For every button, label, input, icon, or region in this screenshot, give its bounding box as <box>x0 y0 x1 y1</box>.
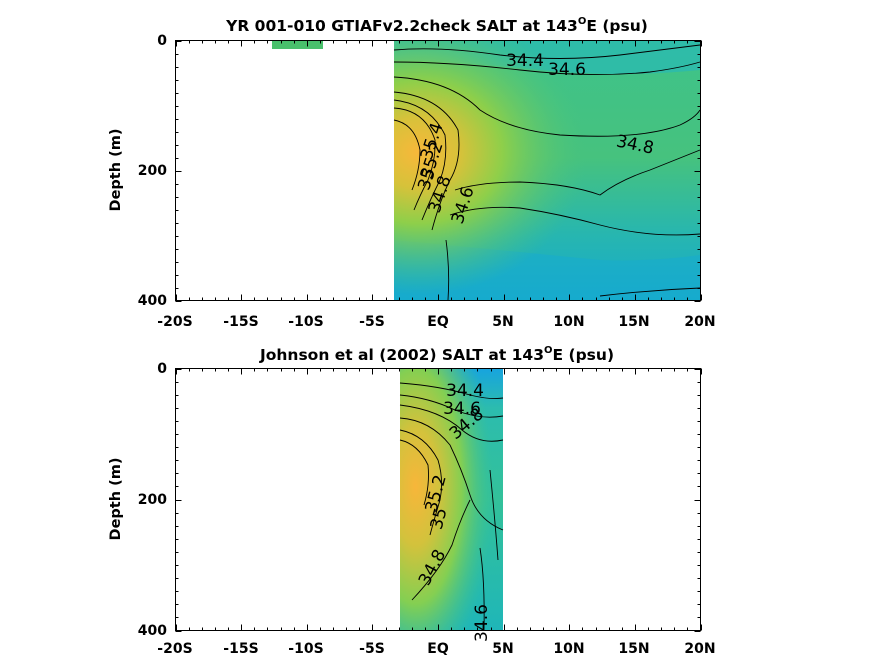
bottom-axes-box <box>175 368 701 631</box>
bottom-salinity-field <box>400 369 503 630</box>
bottom-x-ticks <box>176 368 702 631</box>
x-tick-label: -15S <box>223 314 258 330</box>
contour-label: 34.6 <box>443 399 481 419</box>
bottom-contours <box>399 382 504 631</box>
contour-label: 34.4 <box>506 51 544 71</box>
x-tick-label: -10S <box>288 314 323 330</box>
top-surface-patch <box>272 41 323 49</box>
x-tick-label: -10S <box>288 641 323 656</box>
bottom-y-axis-label: Depth (m) <box>108 458 124 541</box>
y-tick-label: 0 <box>157 33 167 49</box>
y-tick-label: 200 <box>138 492 167 508</box>
contour-label: 34.6 <box>472 604 492 642</box>
top-axes-box <box>175 40 701 301</box>
x-tick-label: 15N <box>618 641 649 656</box>
x-tick-label: 15N <box>618 314 649 330</box>
contour-label: 34.6 <box>548 60 586 80</box>
x-tick-label: 20N <box>684 641 715 656</box>
x-tick-label: 5N <box>492 641 513 656</box>
top-y-ticks <box>175 41 701 302</box>
x-tick-label: EQ <box>427 641 449 656</box>
x-tick-label: -20S <box>157 641 192 656</box>
top-panel-title: YR 001-010 GTIAFv2.2check SALT at 143OE … <box>225 16 648 35</box>
bottom-axes: -20S -15S -10S -5S EQ 5N 10N 15N 20N 0 2… <box>108 361 716 656</box>
x-tick-label: EQ <box>427 314 449 330</box>
top-salty-core <box>394 41 700 300</box>
x-tick-label: 20N <box>684 314 715 330</box>
x-tick-label: 5N <box>492 314 513 330</box>
top-axes: -20S -15S -10S -5S EQ 5N 10N 15N 20N 0 2… <box>108 33 716 330</box>
x-tick-label: -20S <box>157 314 192 330</box>
top-contours <box>393 44 701 301</box>
y-tick-label: 0 <box>157 361 167 377</box>
top-y-axis-label: Depth (m) <box>108 129 124 212</box>
top-panel: YR 001-010 GTIAFv2.2check SALT at 143OE … <box>108 16 716 330</box>
x-tick-label: 10N <box>553 314 584 330</box>
bottom-y-ticks <box>175 369 701 632</box>
bottom-salty-core <box>400 369 503 630</box>
x-tick-label: -5S <box>359 314 385 330</box>
contour-label: 34.4 <box>446 381 484 401</box>
top-salinity-field <box>272 41 700 300</box>
bottom-panel: Johnson et al (2002) SALT at 143OE (psu)… <box>108 345 716 656</box>
x-tick-label: -15S <box>223 641 258 656</box>
y-tick-label: 400 <box>138 293 167 309</box>
x-tick-label: 10N <box>553 641 584 656</box>
bottom-panel-title: Johnson et al (2002) SALT at 143OE (psu) <box>259 345 614 364</box>
y-tick-label: 200 <box>138 163 167 179</box>
x-tick-label: -5S <box>359 641 385 656</box>
y-tick-label: 400 <box>138 623 167 639</box>
top-x-ticks <box>176 40 702 301</box>
